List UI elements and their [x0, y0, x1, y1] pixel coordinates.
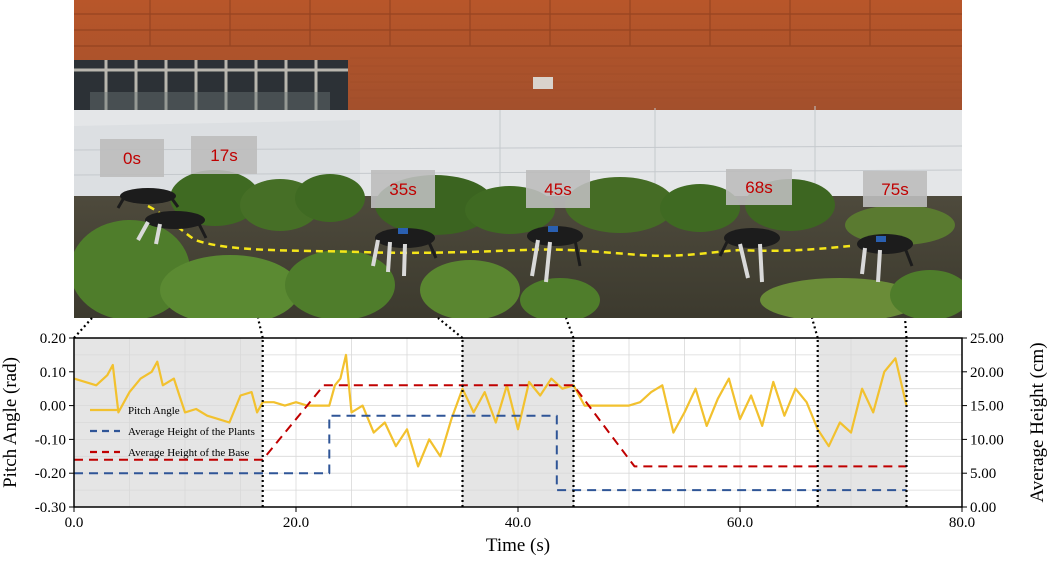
robot-45s: [527, 226, 583, 283]
connector-line: [256, 317, 264, 339]
robot-35s: [371, 228, 438, 277]
time-label-text: 17s: [210, 146, 237, 165]
connector-line: [437, 317, 464, 339]
x-tick-label: 80.0: [949, 515, 975, 531]
robot-17s: [136, 211, 208, 245]
y-left-tick-label: -0.30: [35, 500, 66, 516]
time-label-0s: 0s: [100, 139, 164, 177]
y-right-tick-label: 25.00: [970, 331, 1004, 347]
x-tick-label: 20.0: [283, 515, 309, 531]
time-label-text: 45s: [544, 180, 571, 199]
x-tick-label: 0.0: [65, 515, 84, 531]
robot-0s: [116, 188, 180, 209]
shrub-row: [170, 170, 955, 245]
series-line-plant-height: [74, 414, 907, 492]
x-axis-label: Time (s): [486, 535, 550, 556]
time-label-text: 75s: [881, 180, 908, 199]
time-label-text: 0s: [123, 149, 141, 168]
y-right-tick-label: 15.00: [970, 399, 1004, 415]
connector-line: [903, 317, 908, 339]
axis-ticks: 0.0 20.0 40.0 60.0 80.0 -0.30 -0.20 -0.10 0.00 0.…: [35, 331, 1004, 531]
time-label-35s: 35s: [371, 170, 435, 208]
robot-field-photo: 0s 17s 35s 45s 68s 75s: [74, 0, 962, 318]
series-line-pitch-angle: [73, 353, 908, 468]
y-right-tick-label: 0.00: [970, 500, 996, 516]
foreground-plants: [74, 220, 962, 318]
robot-75s: [857, 234, 914, 283]
y-axis-right-label: Average Height (cm): [1027, 342, 1048, 502]
facade-panel-lines: [74, 0, 962, 47]
time-label-75s: 75s: [863, 171, 927, 207]
legend-label: Average Height of the Plants: [128, 426, 255, 438]
time-label-45s: 45s: [526, 170, 590, 208]
wall-vent: [533, 77, 553, 89]
y-left-tick-label: -0.20: [35, 466, 66, 482]
time-label-text: 35s: [389, 180, 416, 199]
legend-label: Pitch Angle: [128, 405, 180, 417]
y-right-tick-label: 5.00: [970, 466, 996, 482]
brick-rows: [350, 57, 962, 99]
robot-68s: [718, 228, 780, 283]
y-right-tick-label: 20.00: [970, 365, 1004, 381]
legend-label: Average Height of the Base: [128, 447, 249, 459]
series-line-base-height: [74, 384, 907, 468]
y-left-tick-label: 0.20: [40, 331, 66, 347]
y-axis-left-label: Pitch Angle (rad): [0, 357, 21, 488]
chart-legend: Pitch Angle Average Height of the Plants A…: [90, 405, 255, 459]
y-left-tick-label: 0.10: [40, 365, 66, 381]
time-label-text: 68s: [745, 178, 772, 197]
connector-line: [73, 317, 93, 339]
x-tick-label: 60.0: [727, 515, 753, 531]
connector-line: [564, 317, 575, 339]
y-right-tick-label: 10.00: [970, 432, 1004, 448]
y-left-tick-label: 0.00: [40, 399, 66, 415]
time-label-17s: 17s: [191, 136, 257, 174]
photo-connector-lines: [73, 317, 908, 507]
y-left-tick-label: -0.10: [35, 432, 66, 448]
time-label-68s: 68s: [726, 169, 792, 205]
chart-series: [73, 353, 908, 492]
connector-line: [810, 317, 819, 339]
x-tick-label: 40.0: [505, 515, 531, 531]
